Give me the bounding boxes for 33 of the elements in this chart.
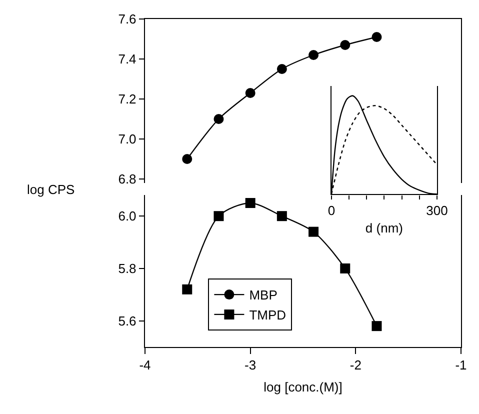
x-tick-label: -1	[455, 358, 467, 373]
point	[372, 32, 382, 42]
point	[276, 64, 287, 74]
x-axis-title: log [conc.(M)]	[264, 379, 342, 394]
point	[276, 211, 287, 222]
y-tick-label: 6.8	[118, 172, 136, 187]
x-tick-label: 0	[328, 202, 336, 218]
point	[245, 198, 256, 208]
point	[214, 114, 224, 124]
legend-label: MBP	[249, 288, 278, 303]
x-axis-title: d (nm)	[365, 220, 403, 236]
point	[308, 50, 319, 60]
x-tick-label: -4	[139, 358, 151, 373]
y-tick-label: 7.2	[118, 92, 136, 107]
legend-label: TMPD	[249, 308, 286, 323]
x-tick-label: -2	[350, 358, 362, 373]
point	[308, 226, 319, 237]
y-tick-label: 6.0	[118, 208, 136, 224]
point	[372, 321, 382, 332]
y-tick-label: 5.8	[118, 260, 136, 276]
point	[182, 154, 192, 164]
point	[182, 284, 192, 294]
point	[245, 88, 256, 98]
x-tick-label: -3	[244, 358, 256, 373]
y-tick-label: 7.0	[118, 132, 136, 147]
y-tick-label: 5.6	[118, 313, 136, 328]
y-axis-title: log CPS	[27, 182, 76, 197]
point	[340, 263, 350, 274]
point	[340, 40, 350, 50]
x-tick-label: 300	[426, 202, 448, 218]
y-tick-label: 7.4	[118, 52, 136, 67]
point	[214, 211, 224, 222]
y-tick-label: 7.6	[118, 12, 136, 27]
